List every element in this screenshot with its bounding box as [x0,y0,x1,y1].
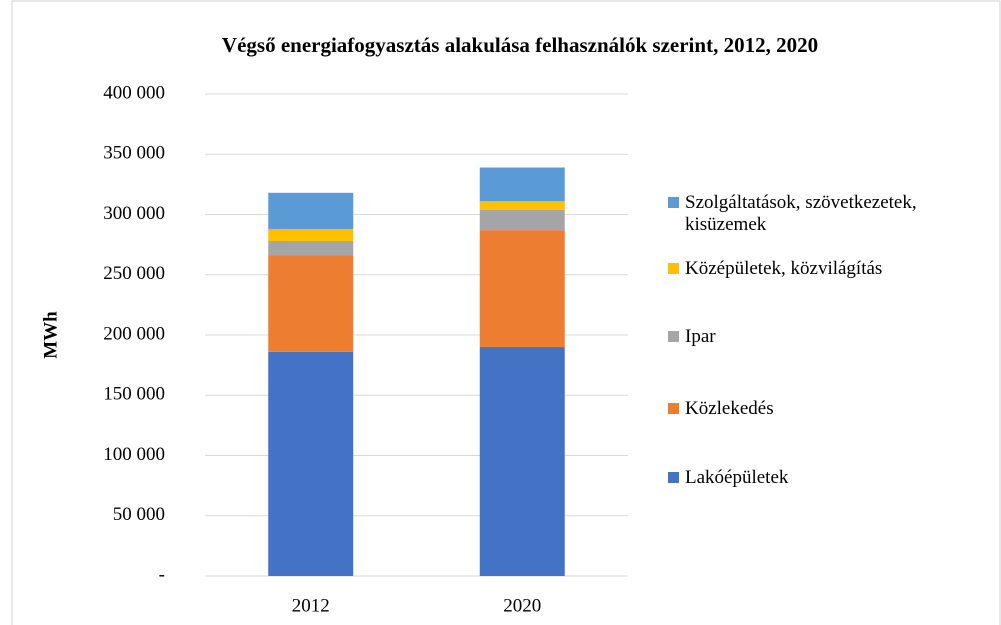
legend-label: Közlekedés [685,398,774,419]
bar-segment [479,167,565,202]
chart-frame [11,0,1001,625]
bar-segment [479,201,565,210]
x-tick-label: 2020 [503,595,541,616]
y-tick-label: 350 000 [103,143,165,164]
legend-swatch [668,403,679,414]
bar-segment [479,230,565,348]
y-tick-label: 200 000 [103,323,165,344]
bar-segment [268,241,354,256]
bar-segment [479,347,565,576]
legend-label: Középületek, közvilágítás [685,258,883,279]
legend-item: Szolgáltatások, szövetkezetek, kisüzemek [668,192,988,236]
bar-segment [268,228,354,242]
legend-label: Lakóépületek [685,467,789,488]
legend-label: Szolgáltatások, szövetkezetek, kisüzemek [685,192,917,235]
bar-segment [268,192,354,229]
y-tick-label: 250 000 [103,263,165,284]
bar-segment [268,255,354,352]
y-tick-label: - [159,564,165,585]
legend-swatch [668,197,679,208]
legend-item: Középületek, közvilágítás [668,258,988,280]
y-axis-label: MWh [40,311,61,359]
y-tick-label: 50 000 [113,504,165,525]
legend-swatch [668,263,679,274]
y-tick-label: 400 000 [103,82,165,103]
legend-swatch [668,331,679,342]
legend-swatch [668,472,679,483]
y-tick-label: 150 000 [103,384,165,405]
legend-item: Közlekedés [668,398,988,420]
bar-segment [479,209,565,231]
chart-title: Végső energiafogyasztás alakulása felhas… [222,33,818,57]
x-tick-label: 2012 [292,595,330,616]
legend-item: Lakóépületek [668,467,988,489]
y-tick-label: 300 000 [103,203,165,224]
y-tick-label: 100 000 [103,444,165,465]
legend-item: Ipar [668,326,988,348]
legend-label: Ipar [685,326,716,347]
bar-segment [268,351,354,576]
